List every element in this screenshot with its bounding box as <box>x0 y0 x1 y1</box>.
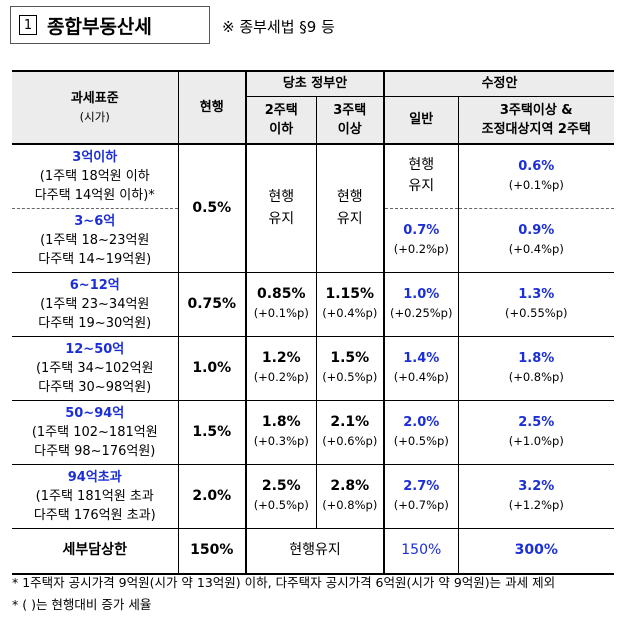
revised-multi-cell: 0.9% (+0.4%p) <box>458 208 615 273</box>
ceiling-current: 150% <box>178 528 247 575</box>
tax-rate-table: 과세표준 (시가) 현행 당초 정부안 수정안 2주택 이하 3주택 이상 일반 3… <box>12 70 615 575</box>
revised-multi-cell: 0.6% (+0.1%p) <box>458 144 615 209</box>
range-cell: 50~94억 (1주택 102~181억원 다주택 98~176억원) <box>12 400 179 465</box>
header-orig-three-house: 3주택 이상 <box>316 96 386 145</box>
ceiling-label: 세부담상한 <box>12 527 179 575</box>
current-rate-cell: 1.5% <box>178 400 247 465</box>
footnote-1: * 1주택자 공시가격 9억원(시가 약 13억원) 이하, 다주택자 공시가격… <box>12 575 556 590</box>
revised-multi-cell: 3.2% (+1.2%p) <box>458 464 615 529</box>
orig-two-cell: 0.85% (+0.1%p) <box>246 272 317 337</box>
current-rate-cell: 0.75% <box>178 272 247 337</box>
range-cell: 3억이하 (1주택 18억원 이하 다주택 14억원 이하)* <box>12 144 179 209</box>
header-revised: 수정안 <box>384 70 615 97</box>
orig-two-cell: 1.8% (+0.3%p) <box>246 400 317 465</box>
revised-general-cell: 2.0% (+0.5%p) <box>384 400 459 465</box>
ceiling-revised-multi: 300% <box>458 528 615 575</box>
revised-general-cell: 1.4% (+0.4%p) <box>384 336 459 401</box>
law-reference: ※ 종부세법 §9 등 <box>222 18 335 36</box>
orig-two-keep: 현행 유지 <box>246 144 317 273</box>
section-title-box: 1 종합부동산세 <box>10 6 210 44</box>
header-original: 당초 정부안 <box>246 70 386 97</box>
orig-two-cell: 1.2% (+0.2%p) <box>246 336 317 401</box>
header-orig-two-house: 2주택 이하 <box>246 96 317 145</box>
revised-general-cell: 1.0% (+0.25%p) <box>384 272 459 337</box>
range-cell: 94억초과 (1주택 181억원 초과 다주택 176억원 초과) <box>12 464 179 529</box>
range-cell: 6~12억 (1주택 23~34억원 다주택 19~30억원) <box>12 272 179 337</box>
header-revised-multi: 3주택이상 & 조정대상지역 2주택 <box>458 96 615 145</box>
revised-multi-cell: 1.3% (+0.55%p) <box>458 272 615 337</box>
orig-two-cell: 2.5% (+0.5%p) <box>246 464 317 529</box>
revised-general-cell: 현행 유지 <box>384 144 459 209</box>
revised-general-cell: 2.7% (+0.7%p) <box>384 464 459 529</box>
orig-three-cell: 2.8% (+0.8%p) <box>316 464 386 529</box>
section-title: 종합부동산세 <box>47 15 152 38</box>
revised-general-cell: 0.7% (+0.2%p) <box>384 208 459 273</box>
current-rate-merged: 0.5% <box>178 144 247 273</box>
current-rate-cell: 2.0% <box>178 464 247 529</box>
footnote-2: * ( )는 현행대비 증가 세율 <box>12 597 152 612</box>
current-rate-cell: 1.0% <box>178 336 247 401</box>
orig-three-cell: 1.5% (+0.5%p) <box>316 336 386 401</box>
section-number: 1 <box>19 15 37 35</box>
orig-three-cell: 1.15% (+0.4%p) <box>316 272 386 337</box>
header-revised-general: 일반 <box>384 96 459 145</box>
revised-multi-cell: 1.8% (+0.8%p) <box>458 336 615 401</box>
header-tax-base: 과세표준 (시가) <box>12 70 179 145</box>
orig-three-keep: 현행 유지 <box>316 144 386 273</box>
revised-multi-cell: 2.5% (+1.0%p) <box>458 400 615 465</box>
range-cell: 3~6억 (1주택 18~23억원 다주택 14~19억원) <box>12 208 179 273</box>
ceiling-original: 현행유지 <box>246 528 386 575</box>
header-current: 현행 <box>178 70 247 145</box>
orig-three-cell: 2.1% (+0.6%p) <box>316 400 386 465</box>
ceiling-revised-general: 150% <box>384 528 459 575</box>
range-cell: 12~50억 (1주택 34~102억원 다주택 30~98억원) <box>12 336 179 401</box>
